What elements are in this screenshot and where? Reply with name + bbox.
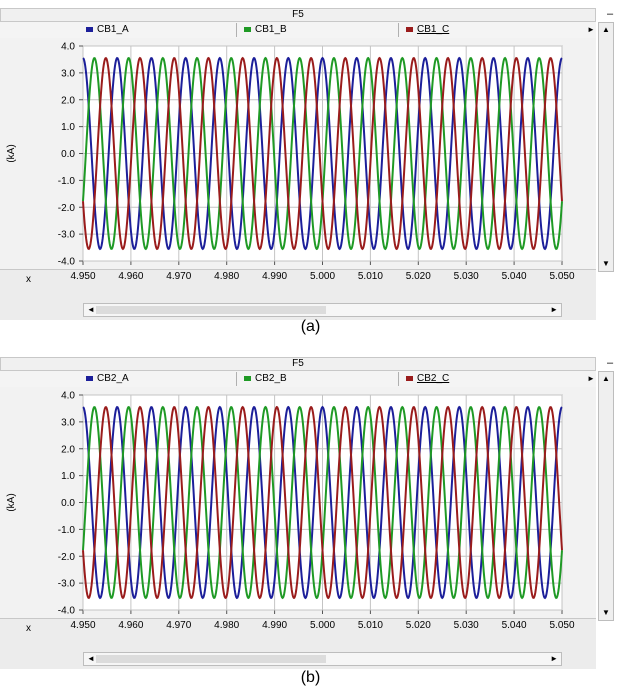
legend-swatch-a <box>86 26 93 32</box>
legend-item-a[interactable]: CB1_A <box>86 24 129 36</box>
x-tick-label: 4.960 <box>118 620 143 631</box>
scroll-up-arrow-icon[interactable]: ▲ <box>602 25 610 34</box>
scroll-down-arrow-icon[interactable]: ▼ <box>602 608 610 617</box>
x-tick-label: 5.040 <box>502 271 527 282</box>
minimize-icon[interactable]: – <box>606 357 614 369</box>
x-tick-label: 5.000 <box>310 620 335 631</box>
y-tick-label: -2.0 <box>58 203 76 214</box>
legend-label: CB1_B <box>255 24 287 35</box>
x-tick-label: 5.050 <box>549 620 574 631</box>
legend-item-b[interactable]: CB1_B <box>244 24 287 36</box>
legend-label: CB2_A <box>97 373 129 384</box>
legend-swatch-b <box>244 26 251 32</box>
legend-swatch-c <box>406 375 413 381</box>
scrollbar-thumb[interactable] <box>96 655 326 663</box>
legend-label: CB1_C <box>417 24 450 35</box>
caption-b: (b) <box>300 669 321 686</box>
window-title-bar: F5 <box>0 8 596 22</box>
x-tick-label: 5.040 <box>502 620 527 631</box>
y-tick-label: 2.0 <box>61 95 75 106</box>
scroll-left-arrow-icon[interactable]: ◄ <box>87 305 95 314</box>
legend-swatch-c <box>406 26 413 32</box>
y-axis-label: (kA) <box>6 144 17 162</box>
y-tick-label: -1.0 <box>58 525 76 536</box>
scroll-left-arrow-icon[interactable]: ◄ <box>87 654 95 663</box>
y-tick-label: -4.0 <box>58 257 76 268</box>
horizontal-scrollbar[interactable]: ◄ ► <box>83 303 562 317</box>
x-tick-label: 5.020 <box>406 620 431 631</box>
y-tick-label: -3.0 <box>58 579 76 590</box>
legend-separator <box>236 372 237 386</box>
legend-separator <box>236 23 237 37</box>
y-tick-label: 1.0 <box>61 471 75 482</box>
legend-separator <box>398 372 399 386</box>
y-tick-label: 0.0 <box>61 498 75 509</box>
x-tick-label: 5.000 <box>310 271 335 282</box>
scroll-right-arrow-icon[interactable]: ► <box>550 305 558 314</box>
x-tick-label: 4.950 <box>70 620 95 631</box>
x-tick-label: 5.030 <box>454 271 479 282</box>
x-tick-label: 5.010 <box>358 271 383 282</box>
y-tick-label: 2.0 <box>61 444 75 455</box>
legend-swatch-a <box>86 375 93 381</box>
y-tick-label: 3.0 <box>61 417 75 428</box>
x-tick-label: 5.010 <box>358 620 383 631</box>
expand-arrow-icon[interactable]: ► <box>587 374 595 383</box>
legend-item-c[interactable]: CB1_C <box>406 24 449 36</box>
legend-label: CB2_C <box>417 373 450 384</box>
legend-item-c[interactable]: CB2_C <box>406 373 449 385</box>
x-tick-label: 4.970 <box>166 271 191 282</box>
expand-arrow-icon[interactable]: ► <box>587 25 595 34</box>
y-tick-label: -2.0 <box>58 552 76 563</box>
window-title: F5 <box>292 9 304 20</box>
legend-label: CB1_A <box>97 24 129 35</box>
y-tick-label: 0.0 <box>61 149 75 160</box>
legend-label: CB2_B <box>255 373 287 384</box>
y-tick-label: -1.0 <box>58 176 76 187</box>
y-tick-label: -3.0 <box>58 230 76 241</box>
series-line-cb2_c <box>82 405 563 600</box>
x-tick-label: 5.020 <box>406 271 431 282</box>
x-tick-label: 5.050 <box>549 271 574 282</box>
legend-item-b[interactable]: CB2_B <box>244 373 287 385</box>
minimize-icon[interactable]: – <box>606 8 614 20</box>
y-axis-label: (kA) <box>6 493 17 511</box>
legend-item-a[interactable]: CB2_A <box>86 373 129 385</box>
scroll-down-arrow-icon[interactable]: ▼ <box>602 259 610 268</box>
legend-separator <box>398 23 399 37</box>
x-corner-label: x <box>26 274 31 285</box>
x-tick-label: 4.990 <box>262 620 287 631</box>
x-tick-label: 5.030 <box>454 620 479 631</box>
x-tick-label: 4.970 <box>166 620 191 631</box>
chart-panel-b: F5 – CB2_A CB2_B CB2_C ► ▲ ▼ x ◄ ► 4.950… <box>0 357 621 673</box>
x-corner-label: x <box>26 623 31 634</box>
x-tick-label: 4.950 <box>70 271 95 282</box>
caption-a: (a) <box>300 318 321 335</box>
x-tick-label: 4.980 <box>214 620 239 631</box>
x-tick-label: 4.960 <box>118 271 143 282</box>
y-tick-label: 4.0 <box>61 391 75 402</box>
waveform-chart: 4.950 4.960 4.970 4.980 4.990 5.000 5.010 5.020… <box>6 391 575 632</box>
scroll-right-arrow-icon[interactable]: ► <box>550 654 558 663</box>
x-tick-label: 4.980 <box>214 271 239 282</box>
y-tick-label: 4.0 <box>61 42 75 53</box>
scroll-up-arrow-icon[interactable]: ▲ <box>602 374 610 383</box>
waveform-chart: 4.950 4.960 4.970 4.980 4.990 5.000 5.010 5.020… <box>6 42 575 283</box>
y-tick-label: 3.0 <box>61 68 75 79</box>
window-title: F5 <box>292 358 304 369</box>
series-line-cb1_c <box>82 56 563 251</box>
window-title-bar: F5 <box>0 357 596 371</box>
horizontal-scrollbar[interactable]: ◄ ► <box>83 652 562 666</box>
x-tick-label: 4.990 <box>262 271 287 282</box>
scrollbar-thumb[interactable] <box>96 306 326 314</box>
legend-swatch-b <box>244 375 251 381</box>
y-tick-label: -4.0 <box>58 606 76 617</box>
vertical-scrollbar[interactable]: ► ▲ ▼ <box>587 22 614 272</box>
y-tick-label: 1.0 <box>61 122 75 133</box>
vertical-scrollbar[interactable]: ► ▲ ▼ <box>587 371 614 621</box>
chart-panel-a: F5 – CB1_A CB1_B CB1_C ► ▲ ▼ x ◄ ► 4.950… <box>0 8 621 324</box>
